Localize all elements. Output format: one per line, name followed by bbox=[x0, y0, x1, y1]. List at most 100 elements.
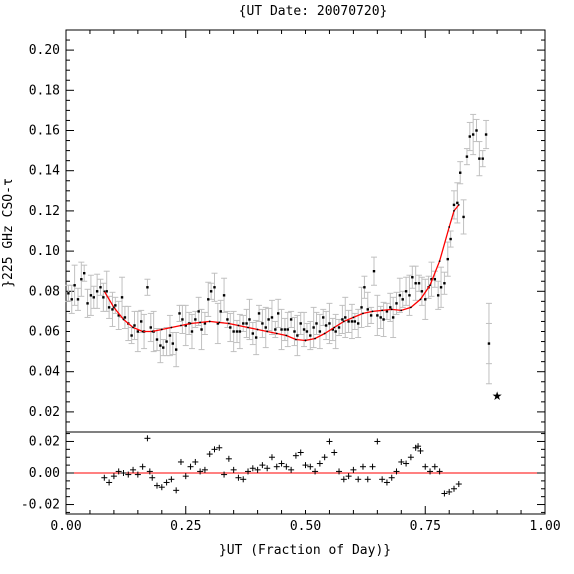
data-point bbox=[222, 294, 226, 297]
data-point bbox=[299, 322, 302, 325]
x-axis-label: }UT (Fraction of Day)} bbox=[219, 543, 391, 558]
fit-marker bbox=[275, 332, 278, 335]
data-point bbox=[462, 215, 465, 219]
data-point bbox=[248, 318, 251, 321]
data-point bbox=[276, 312, 280, 315]
fit-marker bbox=[247, 326, 249, 329]
data-point bbox=[267, 318, 270, 321]
data-point bbox=[184, 324, 187, 327]
data-point bbox=[363, 286, 366, 289]
y-tick-label: 0.02 bbox=[29, 434, 60, 449]
data-point bbox=[430, 278, 433, 281]
y-tick-label: 0.02 bbox=[29, 405, 60, 420]
data-point bbox=[254, 336, 258, 339]
data-point bbox=[130, 334, 133, 337]
data-point bbox=[73, 284, 76, 287]
data-point bbox=[178, 312, 181, 315]
data-point bbox=[433, 278, 437, 281]
data-point bbox=[379, 316, 382, 319]
data-point bbox=[356, 322, 360, 325]
data-point bbox=[344, 316, 347, 319]
data-point bbox=[347, 320, 350, 323]
data-point bbox=[80, 278, 83, 281]
data-point bbox=[95, 290, 99, 293]
fit-marker bbox=[333, 326, 336, 329]
data-point bbox=[232, 330, 235, 333]
data-point bbox=[484, 133, 488, 136]
data-point bbox=[229, 326, 232, 329]
data-point bbox=[149, 326, 152, 329]
fit-marker bbox=[141, 330, 144, 333]
fit-marker bbox=[170, 326, 173, 329]
data-point bbox=[395, 302, 398, 305]
y-tick-label: 0.14 bbox=[29, 164, 60, 179]
fit-marker bbox=[381, 309, 384, 312]
data-point bbox=[107, 306, 111, 309]
data-point bbox=[366, 308, 369, 311]
data-point bbox=[471, 133, 475, 136]
fit-marker bbox=[448, 226, 451, 228]
data-point bbox=[382, 318, 385, 321]
data-point bbox=[155, 338, 159, 341]
data-point bbox=[459, 171, 462, 174]
fit-marker bbox=[429, 284, 431, 287]
data-point bbox=[424, 298, 427, 301]
data-point bbox=[481, 157, 484, 160]
fit-marker bbox=[342, 320, 345, 323]
data-point bbox=[322, 316, 325, 319]
data-point bbox=[318, 330, 322, 333]
data-point bbox=[203, 322, 207, 325]
fit-marker bbox=[160, 328, 163, 331]
data-point bbox=[92, 296, 95, 299]
data-point bbox=[436, 294, 440, 297]
fit-marker bbox=[409, 306, 412, 309]
data-point bbox=[296, 334, 299, 337]
data-point bbox=[242, 322, 245, 325]
data-point bbox=[439, 286, 443, 289]
data-point bbox=[89, 294, 93, 297]
fit-marker bbox=[453, 210, 455, 212]
data-point bbox=[261, 322, 264, 325]
fit-marker bbox=[151, 330, 154, 333]
data-point bbox=[76, 298, 80, 301]
y-tick-label: 0.08 bbox=[29, 284, 60, 299]
x-tick-label: 1.00 bbox=[529, 519, 560, 534]
x-tick-label: 0.00 bbox=[50, 519, 81, 534]
y-tick-label: -0.02 bbox=[21, 498, 60, 513]
data-point bbox=[140, 320, 143, 323]
fit-marker bbox=[113, 306, 115, 309]
data-point bbox=[360, 306, 363, 309]
residual-panel: -0.02 0.00 0.02 0.00 0.25 0.50 0.75 1.00 bbox=[21, 431, 561, 534]
data-point bbox=[270, 316, 274, 319]
data-point bbox=[111, 308, 114, 311]
data-point bbox=[105, 290, 108, 293]
data-point bbox=[305, 330, 309, 333]
data-point bbox=[251, 332, 255, 335]
data-point bbox=[99, 286, 102, 289]
fit-marker bbox=[227, 322, 230, 325]
data-point bbox=[401, 298, 404, 301]
y-tick-label: 0.06 bbox=[29, 325, 60, 340]
fit-marker bbox=[122, 318, 125, 321]
data-point bbox=[414, 282, 417, 285]
data-point bbox=[123, 316, 127, 319]
data-point bbox=[159, 344, 162, 347]
data-point bbox=[200, 328, 203, 331]
chart-title: {UT Date: 20070720} bbox=[239, 4, 388, 19]
data-point bbox=[404, 290, 408, 293]
data-point bbox=[369, 314, 373, 317]
data-point bbox=[274, 328, 277, 331]
data-point bbox=[283, 328, 287, 331]
data-point bbox=[171, 342, 175, 345]
data-point bbox=[376, 314, 379, 317]
fit-marker bbox=[237, 324, 240, 327]
data-point bbox=[353, 320, 357, 323]
data-point bbox=[117, 314, 120, 317]
data-point bbox=[478, 157, 481, 160]
fit-marker bbox=[419, 298, 422, 301]
fit-marker bbox=[400, 309, 403, 312]
data-point bbox=[102, 296, 105, 299]
data-point bbox=[334, 330, 337, 333]
data-point bbox=[146, 286, 149, 289]
